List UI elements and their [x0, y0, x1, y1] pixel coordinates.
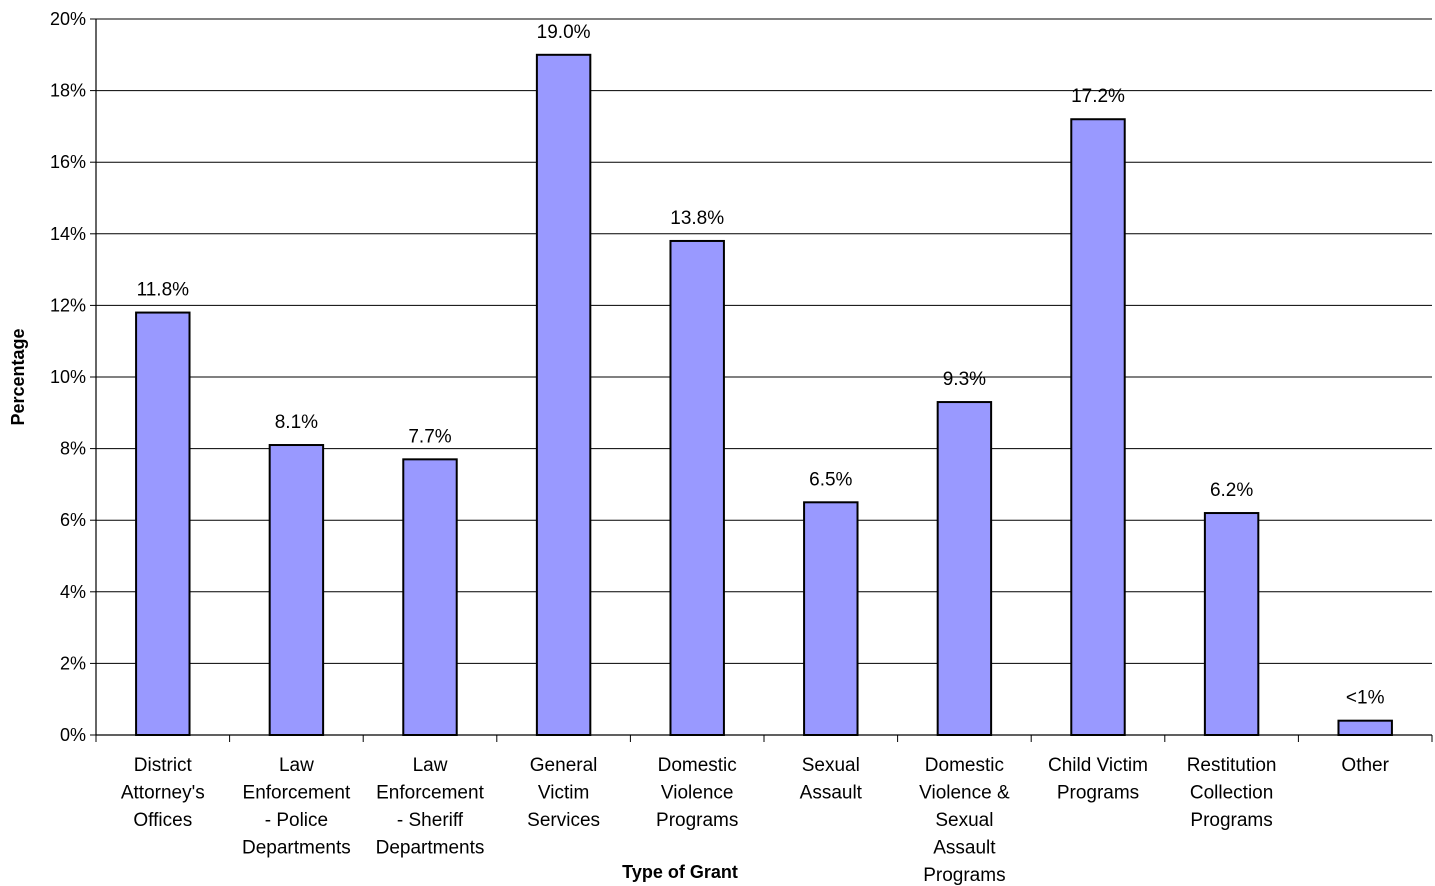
labels: 0% 2% 4% 6% 8% 10% 12% 14% 16% 18% 20% 11.8% Distric…	[50, 9, 1390, 886]
y-tick-label: 20%	[50, 9, 86, 29]
data-label: 6.2%	[1210, 480, 1253, 501]
x-category-label: Child Victim Programs	[1048, 755, 1148, 804]
bar	[1070, 118, 1126, 737]
data-label: 19.0%	[537, 22, 591, 43]
x-category-label: Law Enforcement - Police Departments	[242, 755, 351, 859]
y-tick-label: 4%	[60, 582, 86, 602]
data-label: 8.1%	[275, 412, 318, 433]
data-label: 7.7%	[408, 426, 451, 447]
data-label: 9.3%	[943, 369, 986, 390]
y-tick-label: 18%	[50, 81, 86, 101]
y-tick-label: 12%	[50, 295, 86, 315]
bar	[1337, 719, 1393, 736]
axes	[90, 18, 1433, 742]
data-label: 17.2%	[1071, 86, 1125, 107]
y-tick-label: 8%	[60, 439, 86, 459]
y-tick-label: 10%	[50, 367, 86, 387]
x-category-label: Other	[1341, 755, 1389, 776]
data-label: 11.8%	[137, 280, 190, 301]
bar	[1203, 512, 1260, 736]
y-tick-label: 6%	[60, 510, 86, 530]
bar	[135, 311, 191, 736]
y-tick-label: 0%	[60, 725, 86, 745]
x-category-label: General Victim Services	[527, 755, 600, 831]
x-category-label: Domestic Violence & Sexual Assault Programs	[919, 755, 1010, 886]
bars	[135, 53, 1393, 737]
bar	[936, 401, 993, 736]
y-tick-label: 16%	[50, 152, 86, 172]
x-category-label: Sexual Assault	[800, 755, 863, 804]
data-label: <1%	[1346, 688, 1385, 709]
bar	[268, 444, 325, 736]
x-category-label: District Attorney's Offices	[121, 755, 205, 831]
bar	[803, 501, 859, 736]
data-label: 13.8%	[670, 208, 724, 229]
x-axis-title: Type of Grant	[622, 862, 738, 882]
y-tick-label: 2%	[60, 653, 86, 673]
x-category-label: Restitution Collection Programs	[1187, 755, 1277, 831]
data-label: 6.5%	[809, 469, 852, 490]
x-category-label: Domestic Violence Programs	[656, 755, 738, 831]
bar	[402, 458, 458, 736]
x-category-label: Law Enforcement - Sheriff Departments	[376, 755, 485, 859]
bar	[669, 239, 725, 737]
y-tick-label: 14%	[50, 224, 86, 244]
y-axis-title: Percentage	[8, 328, 28, 425]
bar	[535, 53, 592, 737]
